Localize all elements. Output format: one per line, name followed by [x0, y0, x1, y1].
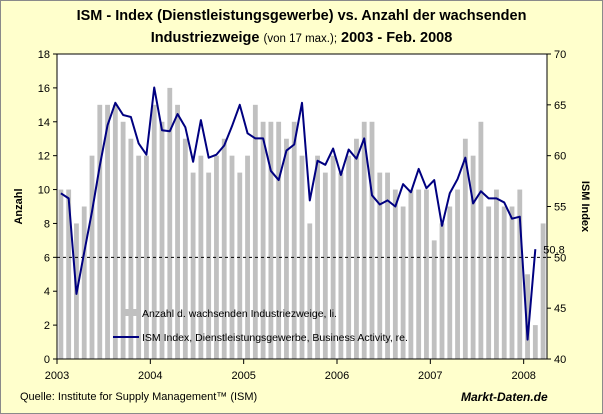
bar-16: [182, 138, 188, 359]
x-tick-label: 2006: [325, 370, 349, 382]
legend-bar-label: Anzahl d. wachsenden Industriezweige, li…: [142, 308, 337, 320]
left-tick-label: 6: [44, 252, 50, 264]
chart-title-line2: Industriezweige (von 17 max.); 2003 - Fe…: [0, 30, 603, 46]
bar-13: [159, 121, 165, 359]
title-note: (von 17 max.);: [263, 33, 338, 45]
bar-56: [494, 189, 499, 359]
bar-27: [268, 121, 274, 359]
x-tick-label: 2005: [231, 370, 255, 382]
left-tick-label: 8: [44, 218, 50, 230]
bar-0: [58, 189, 64, 359]
bar-8: [120, 121, 126, 359]
title-period: 2003 - Feb. 2008: [341, 30, 453, 46]
legend-bar-swatch: [125, 309, 139, 316]
bar-39: [361, 121, 367, 359]
bar-41: [377, 172, 383, 359]
bar-4: [89, 155, 95, 359]
bar-20: [214, 155, 219, 359]
last-value-label: 50,8: [543, 244, 564, 256]
bar-48: [431, 240, 437, 359]
bar-55: [486, 206, 492, 359]
x-tick-label: 2004: [138, 370, 162, 382]
bar-47: [424, 189, 429, 359]
left-tick-label: 10: [38, 185, 50, 197]
left-tick-label: 4: [44, 286, 50, 298]
bar-19: [206, 172, 212, 359]
bar-5: [97, 104, 103, 359]
left-tick-label: 16: [38, 83, 50, 95]
bar-46: [416, 189, 422, 359]
bar-57: [501, 206, 507, 359]
right-tick-label: 65: [554, 100, 566, 112]
bar-15: [175, 104, 180, 359]
bar-14: [167, 87, 173, 359]
bar-12: [151, 104, 157, 359]
right-tick-label: 45: [554, 303, 566, 315]
bar-26: [260, 121, 266, 359]
bar-3: [81, 206, 87, 359]
bar-23: [237, 172, 243, 359]
bar-59: [517, 189, 523, 359]
bar-61: [532, 325, 538, 359]
bar-44: [400, 206, 406, 359]
bar-25: [252, 104, 258, 359]
x-tick-label: 2007: [418, 370, 442, 382]
title-main: Industriezweige: [150, 30, 260, 46]
bar-10: [136, 155, 142, 359]
bar-21: [221, 138, 227, 359]
bar-30: [291, 121, 297, 359]
bar-1: [66, 189, 72, 359]
right-tick-label: 55: [554, 202, 566, 214]
bar-38: [354, 138, 359, 359]
bar-11: [144, 155, 149, 359]
bar-54: [478, 121, 484, 359]
bar-43: [392, 189, 398, 359]
bar-58: [509, 206, 515, 359]
brand-label: Markt-Daten.de: [461, 390, 548, 404]
right-tick-label: 50: [554, 252, 566, 264]
bar-28: [276, 121, 282, 359]
bar-40: [369, 121, 375, 359]
bar-49: [439, 223, 445, 359]
bar-45: [408, 189, 414, 359]
bar-24: [245, 155, 250, 359]
bar-18: [198, 155, 204, 359]
bar-37: [346, 155, 352, 359]
ism-index-line: [60, 86, 537, 341]
bar-7: [112, 104, 118, 359]
bar-29: [284, 138, 289, 359]
right-tick-label: 60: [554, 151, 566, 163]
x-tick-label: 2008: [511, 370, 535, 382]
bar-51: [455, 189, 460, 359]
bar-17: [190, 172, 196, 359]
source-note: Quelle: Institute for Supply Management™…: [20, 391, 258, 403]
left-tick-label: 0: [44, 354, 50, 366]
left-tick-label: 18: [38, 49, 50, 61]
left-tick-label: 14: [38, 117, 50, 129]
chart-title-line1: ISM - Index (Dienstleistungsgewerbe) vs.…: [76, 8, 527, 24]
x-tick-label: 2003: [45, 370, 69, 382]
bar-31: [299, 155, 305, 359]
left-tick-label: 2: [44, 320, 50, 332]
bar-60: [525, 274, 530, 359]
bar-52: [462, 138, 468, 359]
right-axis-title: ISM Index: [579, 181, 591, 233]
bar-50: [447, 206, 453, 359]
left-tick-label: 12: [38, 151, 50, 163]
bar-34: [322, 172, 328, 359]
bar-42: [385, 172, 390, 359]
bar-62: [540, 223, 546, 359]
bar-36: [338, 172, 344, 359]
bar-9: [128, 138, 134, 359]
right-tick-label: 40: [554, 354, 566, 366]
bar-6: [105, 104, 110, 359]
bar-32: [307, 223, 313, 359]
right-tick-label: 70: [554, 49, 566, 61]
legend-line-label: ISM Index, Dienstleistungsgewerbe, Busin…: [142, 332, 408, 344]
left-axis-title: Anzahl: [13, 188, 25, 224]
